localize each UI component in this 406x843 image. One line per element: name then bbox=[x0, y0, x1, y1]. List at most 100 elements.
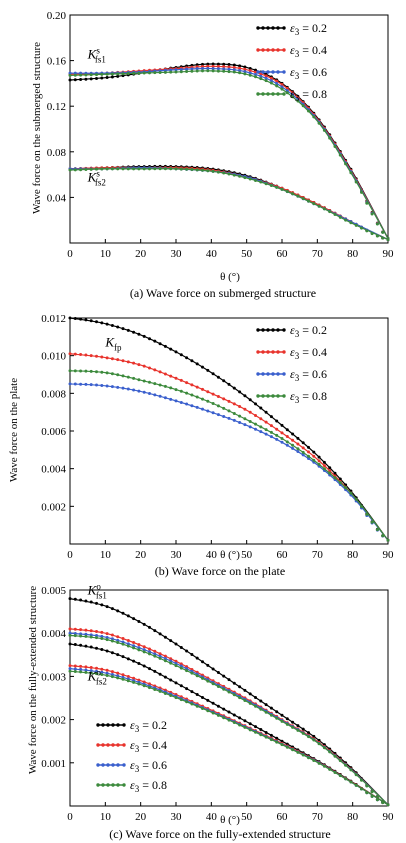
series-point bbox=[222, 171, 226, 175]
series-point bbox=[338, 153, 342, 157]
series-point bbox=[301, 450, 305, 454]
legend-swatch-marker bbox=[266, 92, 270, 96]
series-point bbox=[163, 691, 167, 695]
series-point bbox=[84, 628, 88, 632]
legend-swatch-marker bbox=[256, 48, 260, 52]
x-tick-label: 0 bbox=[67, 248, 73, 260]
series-point bbox=[195, 405, 199, 409]
series-point bbox=[307, 199, 310, 203]
legend-swatch-marker bbox=[96, 763, 100, 767]
series-point bbox=[132, 680, 136, 684]
series-point bbox=[301, 441, 305, 445]
series-point bbox=[195, 67, 199, 71]
series-point bbox=[317, 459, 321, 463]
series-point bbox=[68, 642, 72, 646]
series-point bbox=[307, 454, 310, 458]
series-point bbox=[110, 633, 114, 637]
series-point bbox=[148, 650, 151, 654]
series-point bbox=[158, 654, 162, 658]
series-point bbox=[79, 664, 83, 668]
series-point bbox=[232, 411, 236, 415]
series-point bbox=[79, 598, 83, 602]
series-point bbox=[185, 67, 189, 71]
series-point bbox=[238, 174, 242, 178]
series-point bbox=[349, 221, 353, 225]
plot-c: 0 10 20 30 40 50 60 70 80 90 0.001 0.002 0.003 0.004 0… bbox=[41, 581, 394, 823]
series-point bbox=[307, 735, 310, 739]
x-tick-label: 90 bbox=[383, 811, 395, 823]
series-point bbox=[285, 717, 289, 721]
series-point bbox=[68, 664, 72, 668]
series-point bbox=[89, 671, 93, 675]
series-point bbox=[275, 81, 279, 85]
series-point bbox=[95, 666, 98, 670]
series-point bbox=[174, 664, 178, 668]
series-point bbox=[227, 63, 231, 67]
series-point bbox=[375, 234, 379, 238]
series-point bbox=[142, 364, 146, 368]
series-point bbox=[312, 758, 316, 762]
series-point bbox=[179, 400, 183, 404]
series-point bbox=[84, 634, 88, 638]
series-point bbox=[307, 731, 310, 735]
series-point bbox=[126, 328, 130, 332]
legend-swatch-marker bbox=[282, 394, 286, 398]
series-point bbox=[105, 649, 109, 653]
legend-swatch-marker bbox=[261, 328, 265, 332]
series-point bbox=[206, 679, 210, 683]
series-point bbox=[238, 716, 242, 720]
y-tick-label: 0.008 bbox=[41, 388, 66, 400]
series-point bbox=[95, 601, 98, 605]
series-point bbox=[105, 322, 109, 326]
series-point bbox=[201, 706, 204, 710]
series-point bbox=[142, 648, 146, 652]
panel-b-xlabel: θ (°) bbox=[220, 549, 240, 561]
series-point bbox=[174, 376, 178, 380]
series-point bbox=[121, 642, 125, 646]
series-point bbox=[105, 605, 109, 609]
series-point bbox=[79, 78, 83, 82]
series-point bbox=[179, 645, 183, 649]
series-point bbox=[201, 407, 204, 411]
series-point bbox=[264, 74, 268, 78]
series-point bbox=[84, 353, 88, 357]
series-point bbox=[195, 362, 199, 366]
series-point bbox=[110, 372, 114, 376]
series-point bbox=[126, 679, 130, 683]
series-point bbox=[227, 718, 231, 722]
series-point bbox=[365, 229, 369, 233]
series-point bbox=[73, 667, 77, 671]
series-point bbox=[190, 690, 194, 694]
series-point bbox=[375, 222, 379, 226]
series-point bbox=[148, 667, 151, 671]
series-point bbox=[360, 190, 363, 194]
series-point bbox=[116, 638, 120, 642]
series-point bbox=[84, 318, 88, 322]
series-point bbox=[153, 652, 157, 656]
series-point bbox=[79, 628, 83, 632]
series-point bbox=[349, 780, 353, 784]
y-tick-label: 0.12 bbox=[47, 101, 66, 113]
series-point bbox=[179, 389, 183, 393]
legend-swatch-marker bbox=[266, 26, 270, 30]
series-point bbox=[110, 639, 114, 643]
series-point bbox=[312, 454, 316, 458]
series-point bbox=[110, 607, 114, 611]
series-point bbox=[132, 71, 136, 75]
legend-swatch-marker bbox=[111, 723, 115, 727]
series-point bbox=[89, 369, 93, 373]
series-point bbox=[264, 76, 268, 80]
legend-swatch-marker bbox=[122, 763, 126, 767]
series-point bbox=[344, 777, 348, 781]
series-point bbox=[269, 713, 273, 717]
series-point bbox=[269, 733, 273, 737]
legend-swatch-marker bbox=[282, 92, 286, 96]
series-point bbox=[259, 417, 263, 421]
series-point bbox=[105, 384, 109, 388]
series-point bbox=[158, 394, 162, 398]
series-point bbox=[79, 73, 83, 77]
y-tick-label: 0.002 bbox=[41, 501, 66, 513]
series-point bbox=[243, 176, 247, 180]
series-point bbox=[280, 85, 284, 89]
series-point bbox=[79, 670, 83, 674]
